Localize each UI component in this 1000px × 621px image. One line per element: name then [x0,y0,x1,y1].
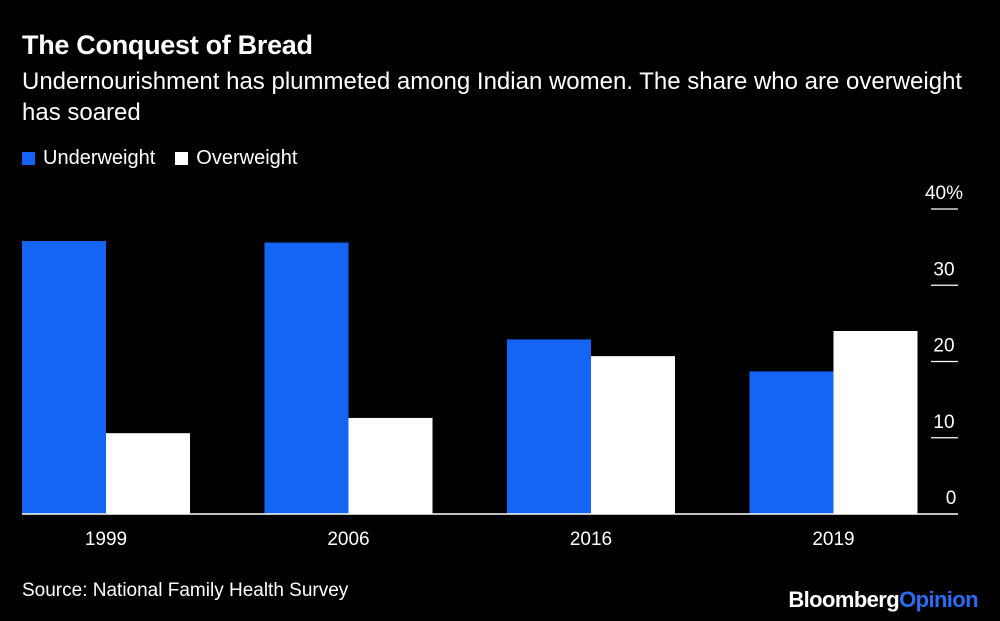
chart-subtitle: Undernourishment has plummeted among Ind… [22,68,963,126]
y-tick-label-10: 10 [933,412,954,433]
legend-label-overweight: Overweight [196,147,298,169]
legend-swatch-overweight [175,152,189,165]
legend-label-underweight: Underweight [43,147,156,169]
brand-logo: BloombergOpinion [788,587,978,613]
legend: Underweight Overweight [22,147,317,170]
brand-secondary: Opinion [899,587,979,612]
y-tick-label-20: 20 [933,336,954,357]
y-tick-label-40: 40% [925,183,963,204]
brand-primary: Bloomberg [788,587,900,612]
bar-underweight-1999 [22,241,106,514]
x-tick-label-2006: 2006 [327,529,369,550]
bar-overweight-2016 [591,356,675,514]
bar-underweight-2006 [264,242,349,515]
legend-swatch-underweight [22,152,35,165]
source-note: Source: National Family Health Survey [22,580,349,601]
x-tick-label-2019: 2019 [812,529,854,550]
bar-overweight-1999 [106,433,190,514]
chart-title: The Conquest of Bread [22,30,313,60]
x-tick-label-2016: 2016 [570,529,612,550]
bar-underweight-2016 [507,339,591,514]
legend-item-underweight: Underweight [22,147,155,170]
legend-item-overweight: Overweight [175,147,297,170]
bar-overweight-2019 [833,331,918,514]
y-tick-label-0: 0 [946,488,957,509]
x-tick-label-1999: 1999 [85,529,127,550]
bar-underweight-2019 [749,371,834,514]
y-tick-label-30: 30 [933,259,954,280]
bar-overweight-2006 [348,417,433,514]
